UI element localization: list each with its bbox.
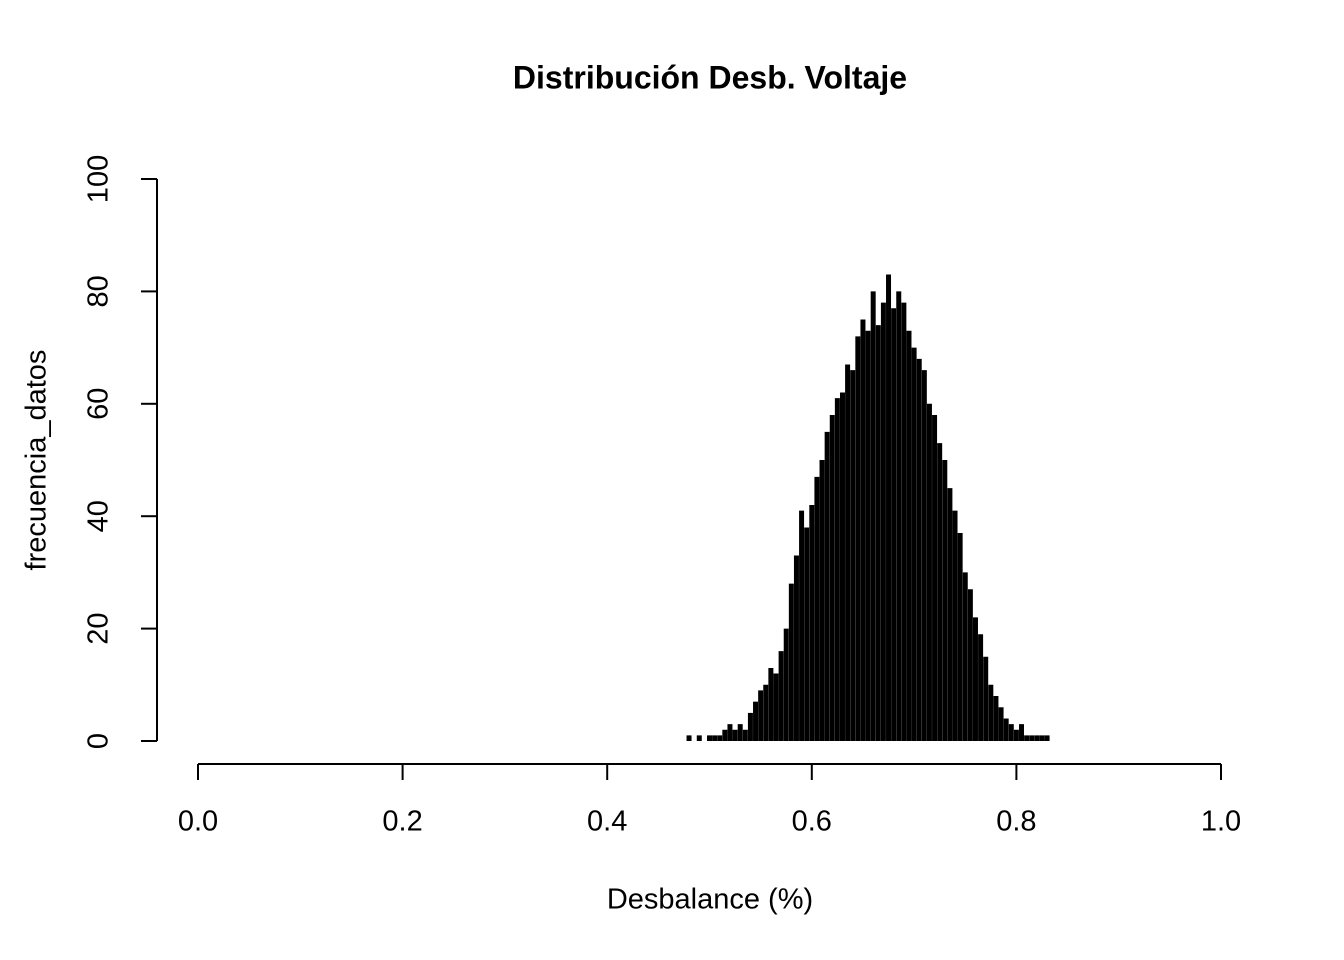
x-tick-label: 0.8 [996,806,1036,838]
x-tick-label: 1.0 [1201,806,1241,838]
x-axis-label: Desbalance (%) [607,884,813,916]
y-axis-label: frecuencia_datos [21,350,53,571]
chart-title: Distribución Desb. Voltaje [513,59,907,95]
y-tick-label: 40 [83,500,115,532]
x-tick-label: 0.0 [178,806,218,838]
y-tick-label: 60 [83,388,115,420]
y-tick-label: 0 [83,733,115,749]
y-tick-label: 100 [83,155,115,203]
x-tick-label: 0.4 [587,806,627,838]
x-tick-label: 0.6 [792,806,832,838]
y-tick-label: 20 [83,612,115,644]
y-tick-label: 80 [83,275,115,307]
x-tick-label: 0.2 [382,806,422,838]
